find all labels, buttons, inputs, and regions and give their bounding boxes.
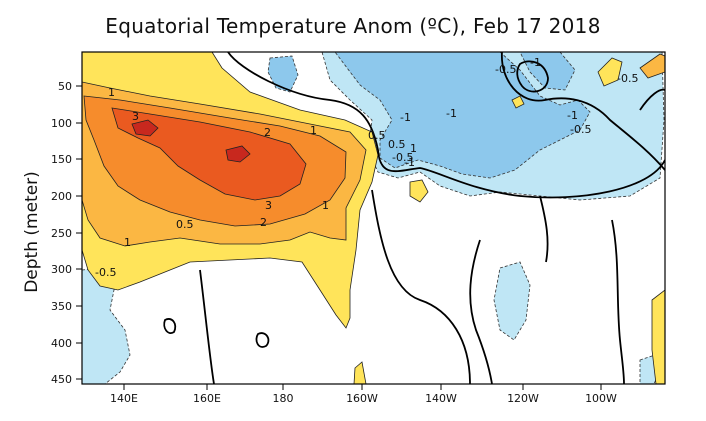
x-tick-label: 100W [585, 392, 617, 405]
warm-anomaly-region [131, 119, 159, 137]
y-tick-label: 300 [51, 263, 72, 276]
zero-contour-line [227, 52, 665, 199]
zero-contour-line [639, 88, 665, 111]
zero-contour-line [501, 52, 665, 171]
chart-title: Equatorial Temperature Anom (ºC), Feb 17… [105, 14, 601, 38]
zero-contour-line [255, 332, 270, 348]
warm-anomaly-region [111, 107, 307, 201]
contour-labels: 1 3 2 1 0.5 0.5 1 3 2 1 0.5 1 -0.5 -1 -1… [95, 56, 638, 279]
x-tick-label: 140W [425, 392, 457, 405]
contour-label: 1 [108, 86, 115, 99]
warm-anomaly-region [353, 361, 367, 384]
x-tick-label: 140E [110, 392, 138, 405]
contour-label: 1 [410, 142, 417, 155]
plot-fields [82, 52, 665, 384]
contour-label: -0.5 [495, 63, 516, 76]
zero-contour-line [199, 269, 215, 384]
cool-anomaly-region [82, 267, 131, 384]
y-tick-label: 350 [51, 300, 72, 313]
plot-frame [81, 51, 666, 385]
zero-contour-line [163, 318, 177, 334]
x-tick-label: 160W [346, 392, 378, 405]
contour-label: 1 [124, 236, 131, 249]
contour-label: 0.5 [388, 138, 406, 151]
y-tick-label: 50 [58, 80, 72, 93]
zero-contour-line [611, 219, 625, 384]
contour-label: -0.5 [570, 123, 591, 136]
contour-label: 0.5 [368, 129, 386, 142]
contour-label: -1 [530, 56, 541, 69]
warm-anomaly-region [597, 57, 623, 87]
contour-label: -0.5 [617, 72, 638, 85]
contour-label: -0.5 [392, 151, 413, 164]
contour-label: 1 [310, 124, 317, 137]
contour-label: 3 [132, 110, 139, 123]
contour-label: 0.5 [176, 218, 194, 231]
y-tick-label: 400 [51, 337, 72, 350]
y-tick-label: 150 [51, 153, 72, 166]
zero-contour-line [371, 189, 471, 384]
warm-anomaly-region [511, 95, 525, 109]
contour-label: 3 [265, 199, 272, 212]
zero-contour-line [469, 239, 493, 384]
y-tick-label: 200 [51, 190, 72, 203]
contour-label: 2 [264, 126, 271, 139]
x-tick-label: 160E [193, 392, 221, 405]
x-tick-label: 120W [507, 392, 539, 405]
contour-label: -1 [400, 111, 411, 124]
contour-label: -1 [446, 107, 457, 120]
contour-label: 1 [322, 199, 329, 212]
warm-anomaly-region [639, 53, 665, 79]
warm-anomaly-region [651, 289, 665, 384]
y-tick-label: 100 [51, 117, 72, 130]
cool-anomaly-region [334, 52, 591, 179]
warm-anomaly-region [409, 179, 429, 203]
cool-anomaly-region [493, 261, 531, 341]
y-tick-label: 450 [51, 373, 72, 386]
zero-contour-line [516, 60, 549, 93]
x-tick-label: 180 [273, 392, 294, 405]
contour-label: -1 [404, 156, 415, 169]
y-axis: 50 100 150 200 250 300 350 400 450 [51, 80, 82, 386]
zero-contour-line [539, 195, 549, 263]
y-tick-label: 250 [51, 227, 72, 240]
warm-anomaly-region [225, 145, 251, 163]
contour-label: -1 [567, 109, 578, 122]
contour-label: 2 [260, 216, 267, 229]
cool-anomaly-region [267, 55, 299, 93]
x-axis: 140E 160E 180 160W 140W 120W 100W [110, 384, 617, 405]
contour-label: -0.5 [95, 266, 116, 279]
